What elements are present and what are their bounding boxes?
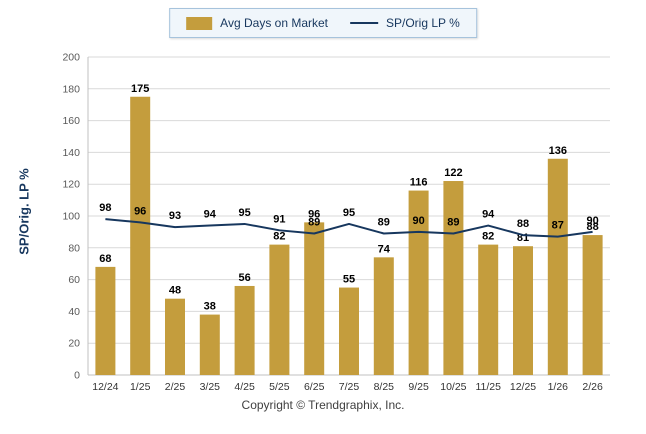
y-tick-label: 180 [62, 83, 80, 95]
line-value-label: 89 [378, 216, 390, 228]
bar [269, 244, 290, 375]
bar-value-label: 48 [169, 285, 181, 297]
bar-value-label: 122 [444, 167, 462, 179]
line-value-label: 95 [238, 207, 250, 219]
x-tick-label: 2/26 [582, 381, 603, 393]
bar-series-swatch-icon [186, 16, 213, 30]
bar-value-label: 38 [204, 301, 216, 313]
x-tick-label: 11/25 [475, 381, 501, 393]
bar [95, 266, 116, 375]
legend-item-bar: Avg Days on Market [186, 16, 328, 30]
y-tick-label: 80 [68, 242, 80, 254]
bar [547, 158, 568, 375]
legend-item-line: SP/Orig LP % [350, 16, 460, 30]
y-tick-label: 60 [68, 274, 80, 286]
y-tick-label: 100 [62, 211, 80, 223]
bar-value-label: 116 [410, 177, 428, 189]
bar-value-label: 55 [343, 274, 355, 286]
bar [582, 235, 603, 375]
x-tick-label: 8/25 [374, 381, 395, 393]
x-tick-label: 3/25 [200, 381, 221, 393]
x-tick-label: 6/25 [304, 381, 325, 393]
line-value-label: 90 [586, 215, 598, 227]
bar [234, 285, 255, 375]
bar [408, 190, 429, 375]
x-tick-label: 7/25 [339, 381, 360, 393]
line-value-label: 93 [169, 210, 181, 222]
line-value-label: 95 [343, 207, 355, 219]
bar-value-label: 56 [238, 272, 250, 284]
trend-line [105, 218, 593, 238]
bar-value-label: 82 [273, 231, 285, 243]
line-value-label: 98 [99, 202, 111, 214]
x-tick-label: 2/25 [165, 381, 186, 393]
bar [199, 314, 220, 375]
y-tick-label: 40 [68, 306, 80, 318]
x-tick-label: 9/25 [408, 381, 429, 393]
x-tick-label: 1/25 [130, 381, 151, 393]
line-value-label: 94 [204, 209, 217, 221]
bar-value-label: 96 [308, 208, 320, 220]
line-value-label: 89 [447, 216, 459, 228]
bar [513, 246, 533, 375]
legend-bar-label: Avg Days on Market [220, 16, 329, 30]
line-series-swatch-icon [350, 22, 379, 24]
line-value-label: 87 [552, 220, 564, 232]
y-axis-title: SP/Orig. LP % [16, 168, 32, 255]
bar [339, 287, 359, 375]
bar [478, 244, 499, 375]
copyright-text: Copyright © Trendgraphix, Inc. [241, 398, 405, 412]
bar [165, 298, 185, 375]
x-tick-label: 5/25 [269, 381, 290, 393]
y-tick-label: 0 [74, 370, 80, 382]
bar-value-label: 175 [131, 83, 149, 95]
x-tick-label: 4/25 [234, 381, 255, 393]
bar [130, 96, 151, 375]
bar-value-label: 68 [99, 253, 111, 265]
line-value-label: 88 [517, 218, 529, 230]
x-tick-label: 12/25 [510, 381, 536, 393]
line-value-label: 89 [308, 216, 320, 228]
chart-legend: Avg Days on Market SP/Orig LP % [169, 8, 477, 38]
x-tick-label: 12/24 [92, 381, 118, 393]
line-value-label: 94 [482, 209, 495, 221]
bar-value-label: 82 [482, 231, 494, 243]
bar [304, 222, 325, 375]
y-tick-label: 120 [62, 179, 80, 191]
y-tick-label: 140 [62, 147, 80, 159]
y-tick-label: 20 [68, 338, 80, 350]
y-tick-label: 200 [62, 52, 80, 64]
x-tick-label: 1/26 [548, 381, 569, 393]
bar [373, 257, 394, 375]
y-tick-label: 160 [62, 115, 80, 127]
legend-line-label: SP/Orig LP % [386, 16, 460, 30]
x-tick-label: 10/25 [440, 381, 466, 393]
line-value-label: 91 [273, 213, 285, 225]
bar-value-label: 74 [378, 243, 391, 255]
bar [443, 181, 464, 375]
bar-value-label: 88 [586, 221, 598, 233]
line-value-label: 96 [134, 205, 146, 217]
line-value-label: 90 [412, 215, 424, 227]
bar-value-label: 136 [549, 145, 567, 157]
